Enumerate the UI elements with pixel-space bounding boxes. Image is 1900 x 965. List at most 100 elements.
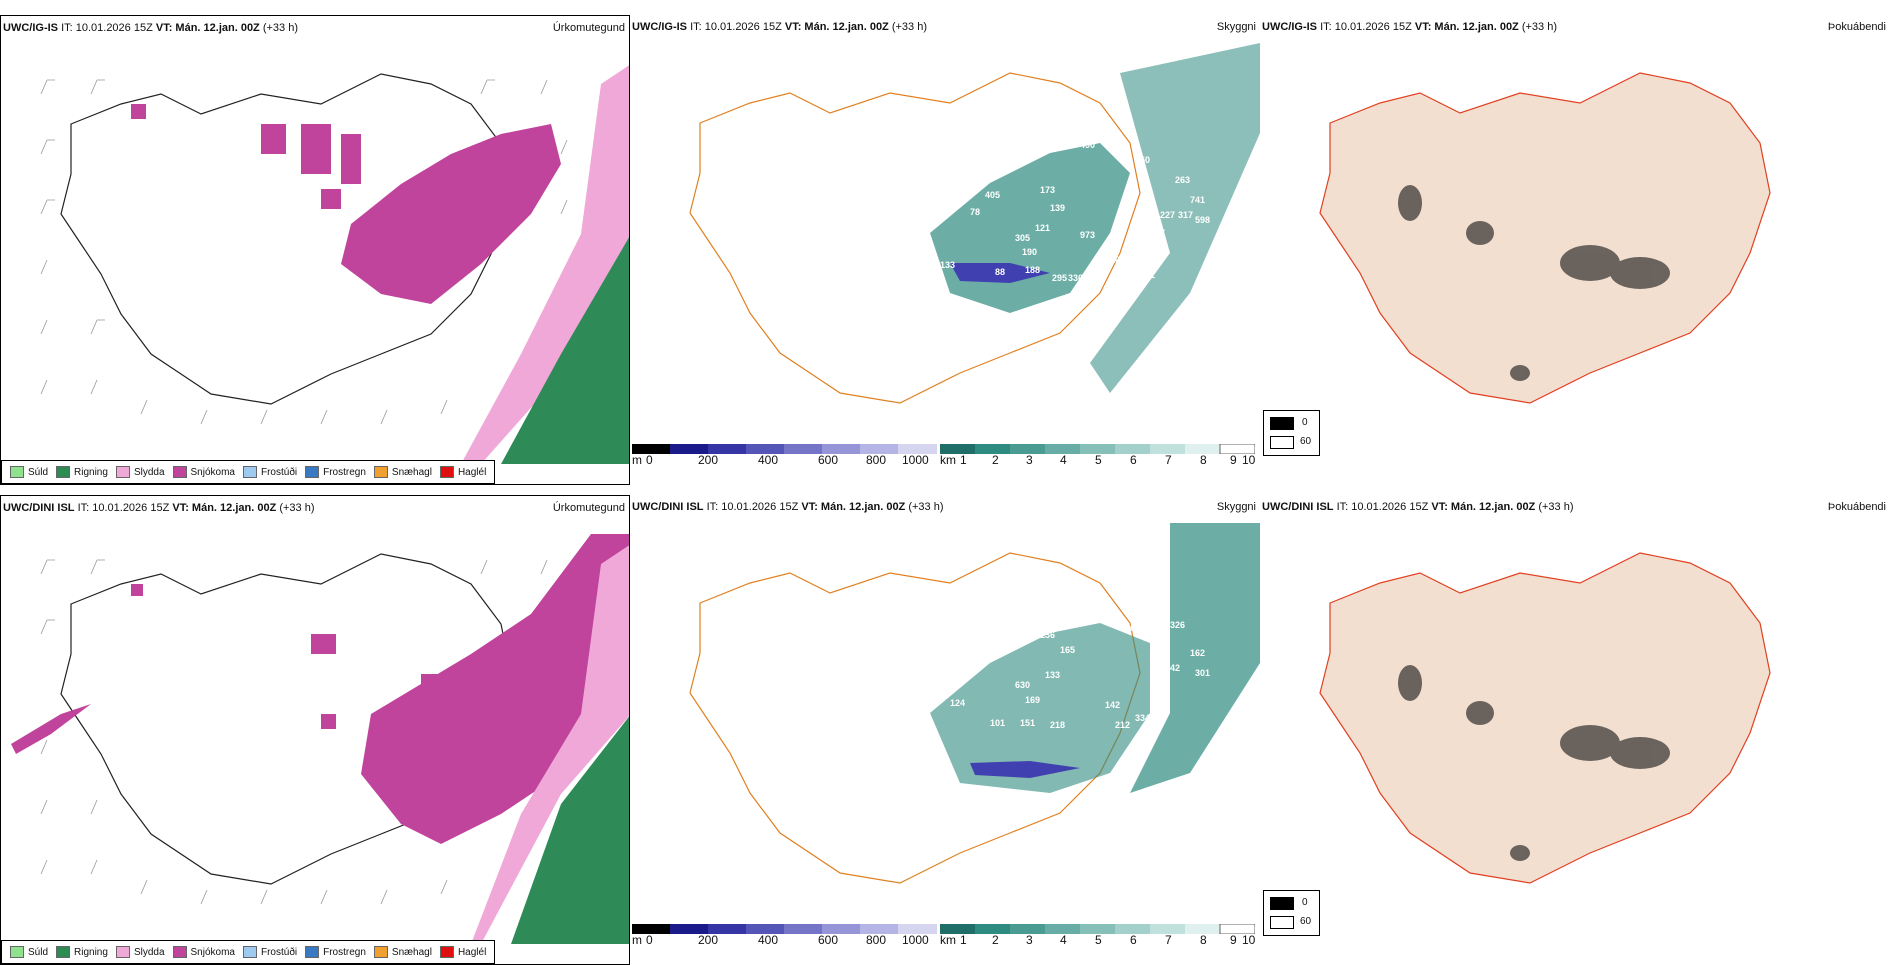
svg-text:295: 295 [1052,273,1067,283]
cloud-map: 326 162 301 242 217 280 334 212 142 218 … [689,523,1260,884]
svg-text:121: 121 [1035,223,1050,233]
svg-text:11: 11 [945,153,955,163]
svg-text:148: 148 [895,260,910,270]
svg-text:490: 490 [1080,140,1095,150]
precip-map [40,65,629,464]
legend-item: Haglél [439,946,486,958]
cloud-panel-1: UWC/IG-IS IT: 10.01.2026 15Z VT: Mán. 12… [630,15,1260,485]
svg-text:741: 741 [1190,195,1205,205]
svg-text:247: 247 [1110,273,1125,283]
precip-legend: Súld Rigning Slydda Snjókoma Frostúði Fr… [1,940,496,964]
legend-item: Frostúði [242,466,297,478]
panel-title: UWC/IG-IS IT: 10.01.2026 15Z VT: Mán. 12… [632,21,928,33]
sleet-area [471,545,629,944]
precip-map [11,534,629,944]
svg-text:88: 88 [995,267,1005,277]
svg-text:218: 218 [1050,720,1065,730]
svg-text:113: 113 [978,140,993,150]
legend-item: Súld [10,946,48,958]
cloud-panel-2: UWC/DINI ISL IT: 10.01.2026 15Z VT: Mán.… [630,495,1260,965]
svg-text:61: 61 [995,160,1005,170]
low-cloud-area [970,761,1080,778]
fog-areas [1398,665,1670,861]
wind-barbs [40,559,568,905]
legend-item: Frostregn [305,466,366,478]
svg-text:212: 212 [1115,720,1130,730]
svg-text:133: 133 [940,260,955,270]
panel-title: UWC/IG-IS IT: 10.01.2026 15Z VT: Mán. 12… [3,22,299,34]
svg-text:973: 973 [1080,230,1095,240]
fog-legend: 0 60 [1263,410,1320,456]
panel-title: UWC/DINI ISL IT: 10.01.2026 15Z VT: Mán.… [1262,501,1574,513]
colorbar-unit: m [632,933,642,947]
wind-barbs [40,79,568,425]
svg-text:167: 167 [1110,255,1125,265]
variable-name: Þokuábendi [1827,501,1886,513]
svg-text:124: 124 [950,698,965,708]
svg-text:227: 227 [1160,210,1175,220]
legend-item: Snjókoma [172,946,235,958]
panel-title: UWC/DINI ISL IT: 10.01.2026 15Z VT: Mán.… [3,502,315,514]
precip-legend: Súld Rigning Slydda Snjókoma Frostúði Fr… [1,460,496,484]
svg-text:188: 188 [1025,265,1040,275]
svg-text:151: 151 [1020,718,1035,728]
svg-text:317: 317 [1150,228,1165,238]
variable-name: Skyggni [1216,501,1256,513]
legend-item: Rigning [56,946,108,958]
fog-legend: 0 60 [1263,890,1320,936]
svg-text:122: 122 [948,177,963,187]
svg-text:145: 145 [995,635,1010,645]
cloud-area [930,623,1150,793]
variable-name: Úrkomutegund [552,502,625,514]
variable-name: Þokuábendi [1827,21,1886,33]
legend-item: Slydda [115,466,165,478]
svg-text:326: 326 [1170,620,1185,630]
svg-text:186: 186 [1120,623,1135,633]
rain-area [501,237,629,464]
height-colorbar: m 0 200 400 600 800 1000 [632,443,937,479]
svg-text:11: 11 [950,628,960,638]
panel-title: UWC/IG-IS IT: 10.01.2026 15Z VT: Mán. 12… [1262,21,1558,33]
road-network [689,72,1141,404]
cloud-base-labels: 490 150 263 741 227 317 598 317 173 139 … [895,128,1210,283]
svg-text:521: 521 [1140,270,1155,280]
svg-text:301: 301 [1195,668,1210,678]
low-cloud-area [950,263,1050,283]
svg-text:139: 139 [1050,203,1065,213]
iceland-outline [60,73,512,405]
svg-text:305: 305 [1015,233,1030,243]
svg-text:81: 81 [968,655,978,665]
svg-text:142: 142 [1105,700,1120,710]
legend-item: Súld [10,466,48,478]
svg-text:101: 101 [990,718,1005,728]
precip-type-panel-2: UWC/DINI ISL IT: 10.01.2026 15Z VT: Mán.… [0,495,630,965]
svg-text:336: 336 [1068,273,1083,283]
precip-type-panel-1: UWC/IG-IS IT: 10.01.2026 15Z VT: Mán. 12… [0,15,630,485]
rain-area [511,716,629,944]
svg-text:162: 162 [1190,648,1205,658]
colorbar-unit: m [632,453,642,467]
height-colorbar: m 0 200 400 600 800 1000 [632,923,937,959]
visibility-colorbar: km 1 2 3 4 5 6 7 8 9 10 [940,443,1260,479]
fog-map [1319,72,1771,404]
svg-text:153: 153 [968,623,983,633]
legend-item: Rigning [56,466,108,478]
colorbar-unit: km [940,453,956,467]
svg-text:133: 133 [1045,670,1060,680]
cloud-base-labels: 326 162 301 242 217 280 334 212 142 218 … [950,620,1210,730]
snow-areas [131,104,561,304]
svg-text:405: 405 [985,190,1000,200]
legend-item: Haglél [439,466,486,478]
fog-map [1319,552,1771,884]
svg-text:190: 190 [1022,247,1037,257]
visibility-colorbar: km 1 2 3 4 5 6 7 8 9 10 [940,923,1260,959]
fog-panel-2: UWC/DINI ISL IT: 10.01.2026 15Z VT: Mán.… [1260,495,1890,965]
legend-item: Snæhagl [373,946,432,958]
svg-text:78: 78 [970,207,980,217]
panel-title: UWC/DINI ISL IT: 10.01.2026 15Z VT: Mán.… [632,501,944,513]
svg-text:150: 150 [1135,155,1150,165]
legend-item: Snæhagl [373,466,432,478]
svg-text:280: 280 [1152,710,1167,720]
svg-text:173: 173 [1040,185,1055,195]
svg-text:598: 598 [1195,215,1210,225]
